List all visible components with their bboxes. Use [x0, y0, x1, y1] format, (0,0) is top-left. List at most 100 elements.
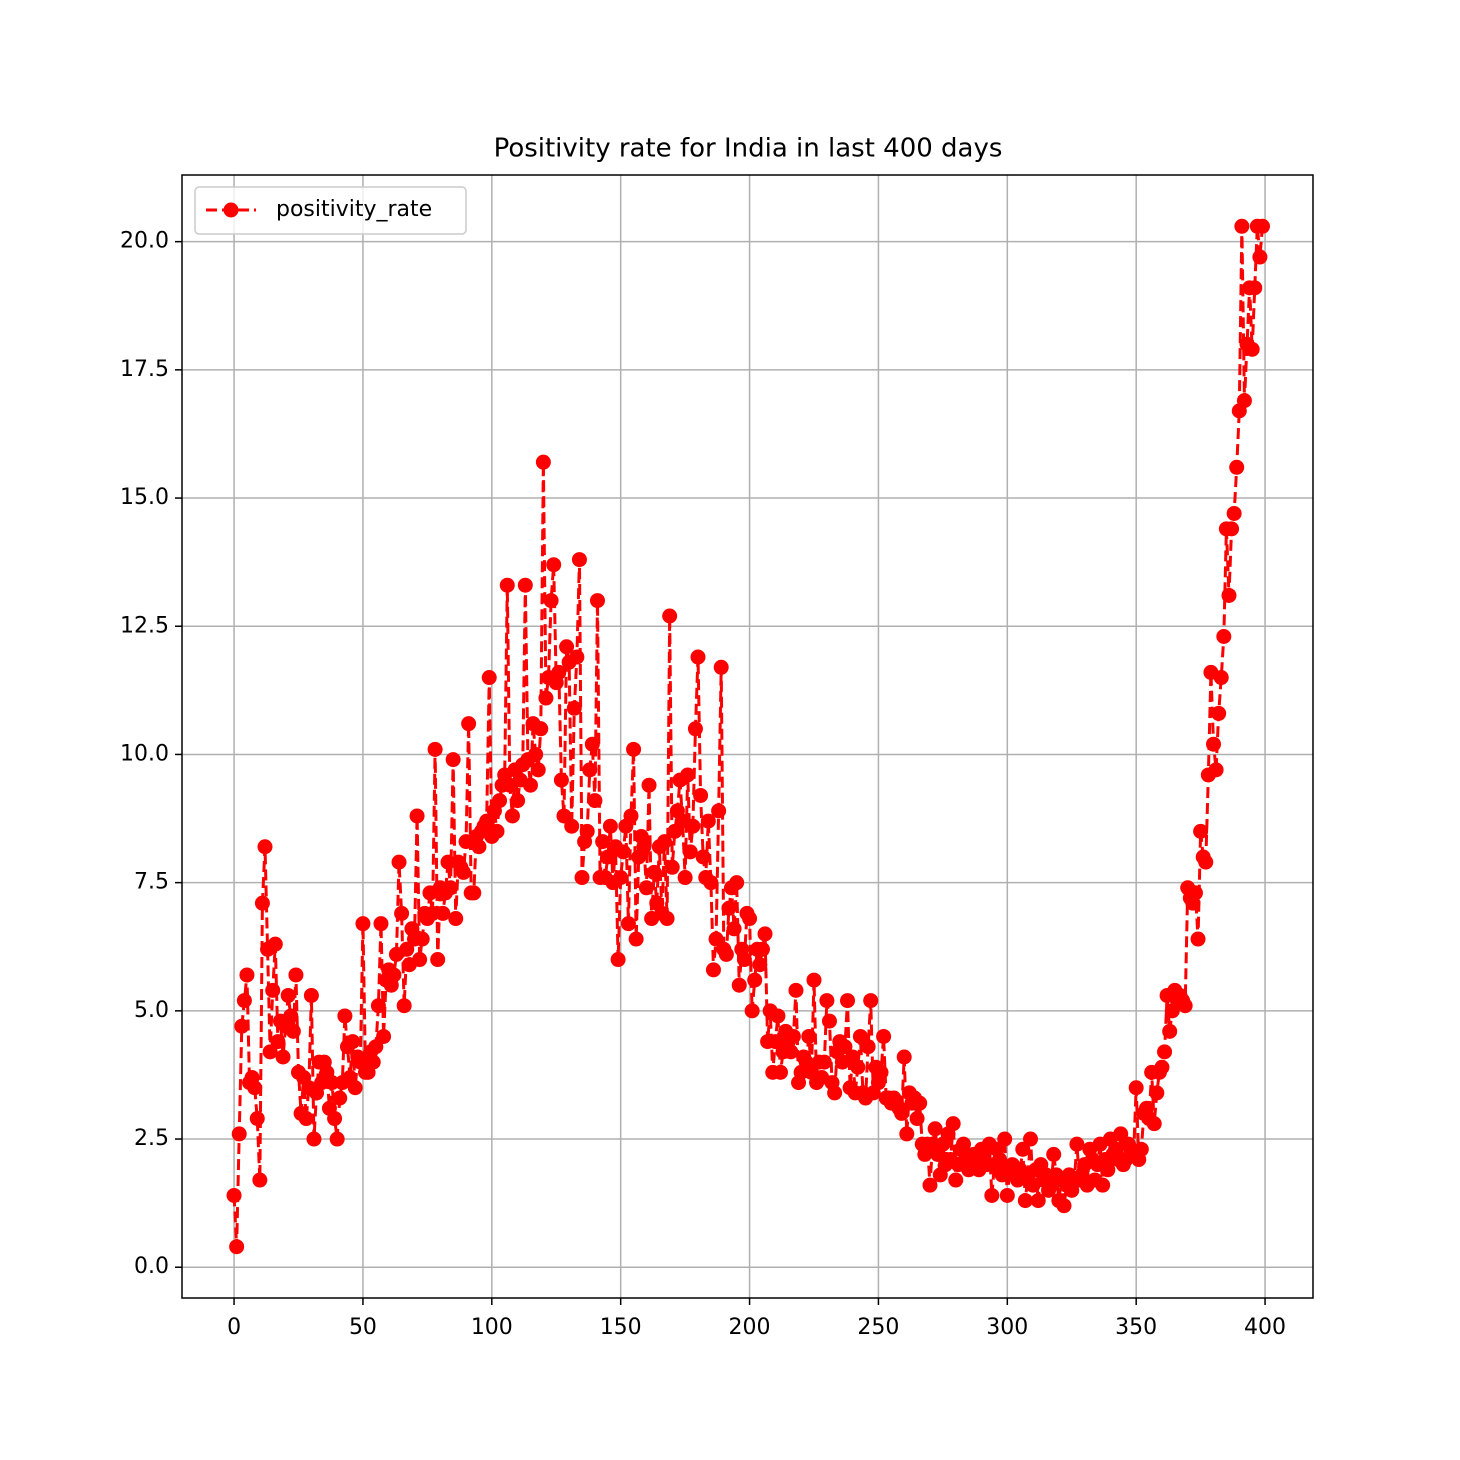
- data-point: [626, 741, 642, 757]
- data-point: [721, 900, 737, 916]
- data-point: [1154, 1059, 1170, 1075]
- data-point: [435, 905, 451, 921]
- data-point: [1113, 1126, 1129, 1142]
- data-point: [492, 793, 508, 809]
- data-point: [693, 787, 709, 803]
- data-point: [257, 839, 273, 855]
- data-point: [827, 1085, 843, 1101]
- data-point: [785, 1028, 801, 1044]
- legend-box: [194, 186, 467, 235]
- data-point: [1046, 1146, 1062, 1162]
- data-point: [623, 808, 639, 824]
- data-point: [1015, 1141, 1031, 1157]
- data-point: [687, 721, 703, 737]
- data-point: [579, 823, 595, 839]
- data-point: [757, 926, 773, 942]
- plot-frame: [181, 174, 1314, 1299]
- y-tick-label: 10.0: [120, 741, 169, 766]
- data-point: [504, 808, 520, 824]
- data-point: [265, 982, 281, 998]
- data-point: [249, 1111, 265, 1127]
- data-point: [770, 1008, 786, 1024]
- data-point: [680, 767, 696, 783]
- data-point: [239, 967, 255, 983]
- data-point: [414, 931, 430, 947]
- x-tick-label: 250: [857, 1315, 899, 1340]
- data-point: [306, 1131, 322, 1147]
- data-point: [466, 885, 482, 901]
- data-point: [896, 1049, 912, 1065]
- data-point: [409, 808, 425, 824]
- data-point: [445, 752, 461, 768]
- data-point: [664, 859, 680, 875]
- data-point: [997, 1131, 1013, 1147]
- legend-marker: [223, 202, 239, 218]
- data-point: [226, 1187, 242, 1203]
- x-tick-label: 0: [227, 1315, 241, 1340]
- data-point: [894, 1105, 910, 1121]
- data-point: [742, 911, 758, 927]
- data-point: [713, 659, 729, 675]
- y-tick-label: 12.5: [120, 613, 169, 638]
- data-point: [427, 741, 443, 757]
- data-point: [682, 844, 698, 860]
- data-point: [1213, 670, 1229, 686]
- data-point: [927, 1121, 943, 1137]
- data-point: [788, 982, 804, 998]
- data-point: [754, 941, 770, 957]
- data-point: [613, 870, 629, 886]
- data-point: [1100, 1162, 1116, 1178]
- x-tick-label: 100: [471, 1315, 513, 1340]
- data-point: [543, 593, 559, 609]
- data-point: [530, 762, 546, 778]
- data-point: [288, 967, 304, 983]
- data-point: [481, 670, 497, 686]
- data-point: [718, 946, 734, 962]
- data-point: [731, 977, 747, 993]
- data-point: [984, 1187, 1000, 1203]
- data-point: [564, 818, 580, 834]
- y-tick-label: 2.5: [134, 1126, 169, 1151]
- data-point: [1030, 1193, 1046, 1209]
- data-point: [332, 1090, 348, 1106]
- data-point: [551, 664, 567, 680]
- data-point: [443, 880, 459, 896]
- data-point: [1133, 1141, 1149, 1157]
- data-point: [909, 1111, 925, 1127]
- data-point: [399, 941, 415, 957]
- data-point: [948, 1172, 964, 1188]
- data-point: [1177, 998, 1193, 1014]
- y-tick-label: 15.0: [120, 485, 169, 510]
- data-point: [262, 1044, 278, 1060]
- data-point: [546, 557, 562, 573]
- data-point: [1208, 762, 1224, 778]
- data-point: [368, 1039, 384, 1055]
- data-point: [337, 1008, 353, 1024]
- data-point: [412, 952, 428, 968]
- data-point: [595, 834, 611, 850]
- data-point: [254, 895, 270, 911]
- data-point: [922, 1177, 938, 1193]
- data-point: [461, 716, 477, 732]
- data-point: [744, 1003, 760, 1019]
- data-point: [945, 1116, 961, 1132]
- data-point: [1146, 1116, 1162, 1132]
- data-point: [659, 911, 675, 927]
- data-point: [571, 552, 587, 568]
- x-tick-label: 300: [986, 1315, 1028, 1340]
- data-point: [638, 880, 654, 896]
- data-point: [582, 762, 598, 778]
- data-point: [677, 870, 693, 886]
- y-tick-label: 0.0: [134, 1254, 169, 1279]
- data-point: [726, 921, 742, 937]
- data-point: [1224, 521, 1240, 537]
- data-point: [1023, 1131, 1039, 1147]
- data-point: [620, 916, 636, 932]
- data-point: [837, 1039, 853, 1055]
- data-point: [448, 911, 464, 927]
- data-point: [556, 808, 572, 824]
- data-point: [772, 1064, 788, 1080]
- data-point: [535, 454, 551, 470]
- data-point: [1069, 1136, 1085, 1152]
